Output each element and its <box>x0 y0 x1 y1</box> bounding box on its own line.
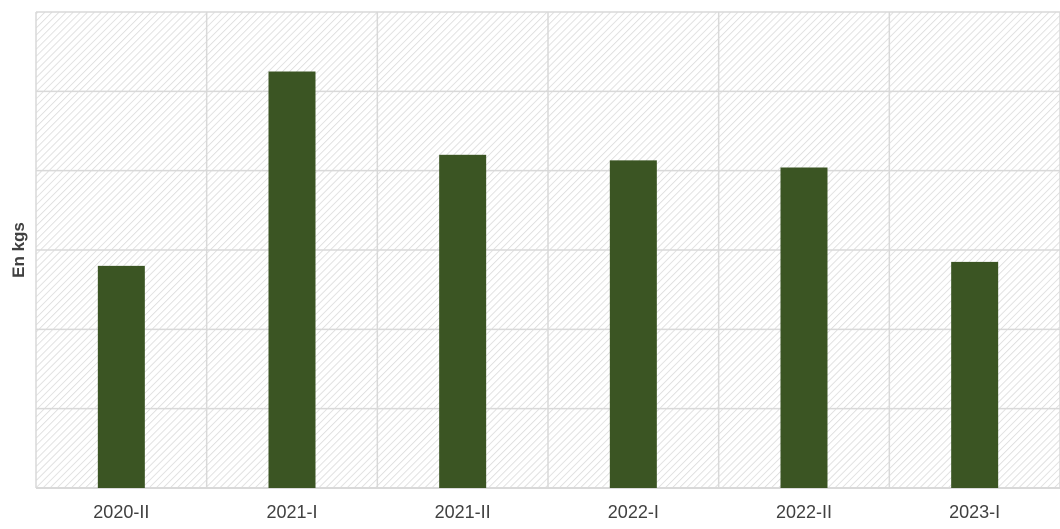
x-tick-label: 2021-I <box>266 502 317 522</box>
bar-2021-I <box>268 71 316 488</box>
y-axis-title: En kgs <box>9 222 28 278</box>
x-tick-label: 2022-II <box>776 502 832 522</box>
x-tick-label: 2020-II <box>93 502 149 522</box>
gridlines <box>35 11 1060 489</box>
bar-2021-II <box>439 154 487 489</box>
x-tick-label: 2022-I <box>608 502 659 522</box>
x-tick-label: 2023-I <box>949 502 1000 522</box>
bar-2020-II <box>97 265 145 488</box>
bars <box>97 71 999 489</box>
x-tick-labels: 2020-II 2021-I 2021-II 2022-I 2022-II 2023-I <box>93 502 1000 522</box>
x-tick-label: 2021-II <box>435 502 491 522</box>
bar-2023-I <box>951 261 999 488</box>
bar-2022-II <box>780 167 828 488</box>
bar-2022-I <box>609 160 657 488</box>
